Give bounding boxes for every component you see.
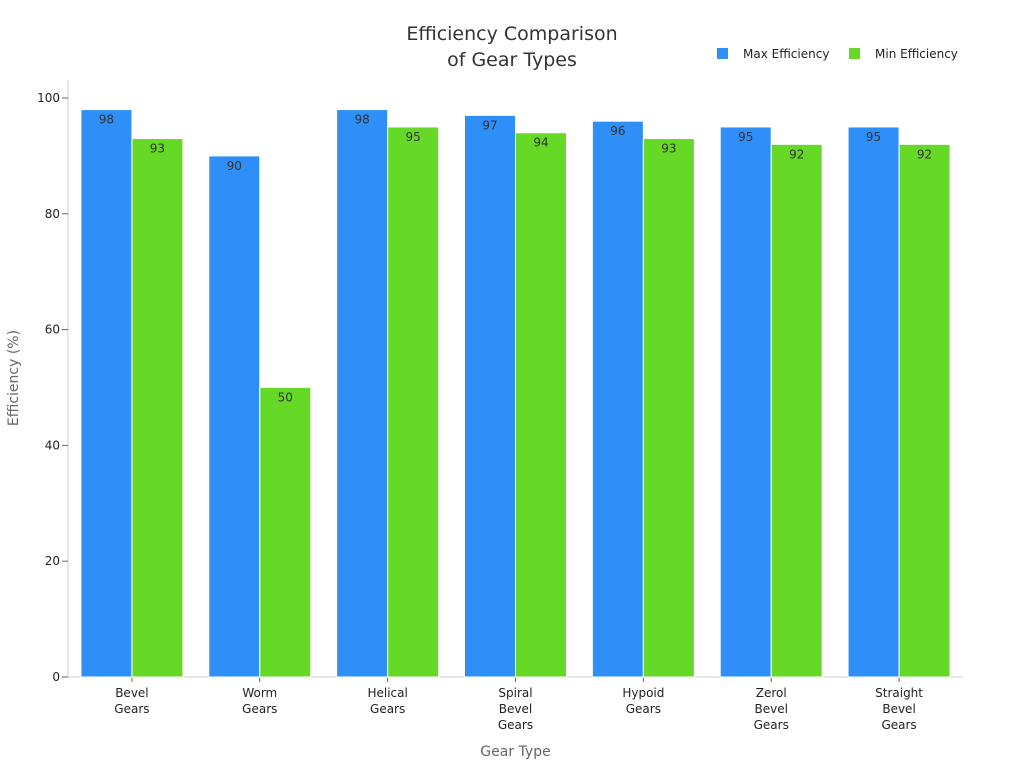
x-tick-label: Straight Bevel Gears	[875, 686, 923, 732]
bar-value-label: 95	[866, 130, 881, 144]
bar	[131, 138, 184, 678]
bar	[515, 132, 567, 678]
bar-value-label: 96	[610, 124, 625, 138]
chart-title: Efficiency Comparison of Gear Types	[406, 23, 617, 71]
x-tick-label: Hypoid Gears	[622, 686, 664, 716]
bar-value-label: 98	[99, 113, 114, 127]
chart-title-line: of Gear Types	[447, 49, 577, 71]
y-tick-label: 60	[45, 323, 60, 337]
x-tick-label: Bevel Gears	[114, 686, 149, 716]
bar-value-label: 90	[227, 159, 242, 173]
bar	[208, 155, 261, 678]
legend-label: Max Efficiency	[743, 47, 829, 61]
bar	[642, 138, 695, 678]
y-tick-label: 0	[52, 670, 60, 684]
y-tick-label: 80	[45, 207, 60, 221]
legend-swatch	[849, 48, 860, 59]
bar-value-label: 95	[406, 130, 421, 144]
bar	[591, 120, 644, 678]
bar-value-label: 93	[150, 142, 165, 156]
bar	[80, 109, 133, 678]
legend: Max Efficiency Min Efficiency	[717, 47, 958, 61]
bar-value-label: 97	[482, 118, 497, 132]
bar-value-label: 95	[738, 130, 753, 144]
bar	[259, 387, 312, 678]
y-tick-label: 20	[45, 554, 60, 568]
bar-value-label: 93	[661, 142, 676, 156]
x-tick-label: Zerol Bevel Gears	[754, 686, 789, 732]
bar	[336, 109, 389, 678]
y-axis-title: Efficiency (%)	[6, 330, 22, 426]
bar-value-labels: 98 90 98 97 96 95 95 93 50 95 94 93 92 92	[99, 113, 932, 405]
bar	[464, 114, 516, 678]
bar-value-label: 98	[355, 113, 370, 127]
legend-item: Min Efficiency	[849, 47, 958, 61]
axes: 0 20 40 60 80 100 Bevel Gears Worm Gears Helical Ge…	[37, 80, 963, 732]
x-tick-label: Worm Gears	[242, 686, 277, 716]
x-tick-label: Helical Gears	[367, 686, 407, 716]
bar	[770, 143, 823, 678]
bar	[719, 126, 772, 678]
bar-value-label: 50	[278, 391, 293, 405]
bar	[387, 126, 440, 678]
bar-value-label: 92	[917, 147, 932, 161]
y-tick-label: 100	[37, 91, 60, 105]
legend-item: Max Efficiency	[717, 47, 829, 61]
x-tick-label: Spiral Bevel Gears	[498, 686, 533, 732]
bars	[80, 109, 951, 678]
bar-value-label: 94	[533, 136, 548, 150]
legend-label: Min Efficiency	[875, 47, 958, 61]
chart-title-line: Efficiency Comparison	[406, 23, 617, 45]
bar	[898, 143, 951, 678]
legend-swatch	[717, 48, 728, 59]
bar	[847, 126, 900, 678]
y-tick-label: 40	[45, 438, 60, 452]
bar-value-label: 92	[789, 147, 804, 161]
x-axis-title: Gear Type	[480, 744, 550, 760]
